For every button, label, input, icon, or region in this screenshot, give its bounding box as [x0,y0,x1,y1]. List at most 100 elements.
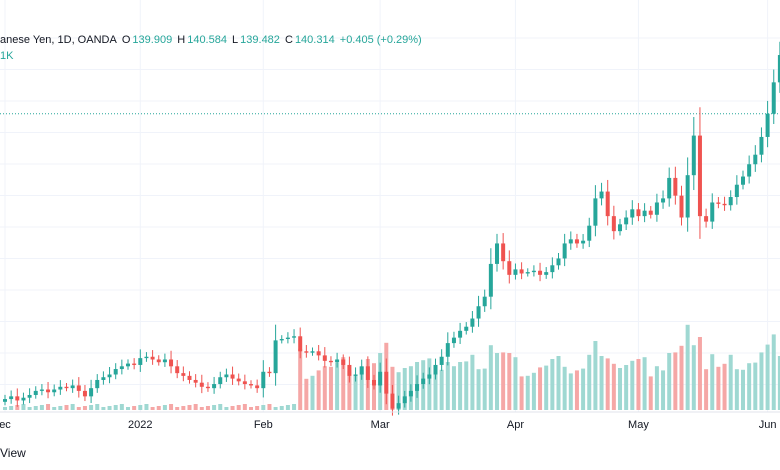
volume-bar [531,372,536,410]
volume-bar [630,360,635,410]
volume-bar [710,354,715,410]
volume-bar [445,362,450,410]
candle-body [175,366,180,374]
candle-body [169,359,174,367]
volume-bar [267,404,272,410]
volume-bar [138,405,143,410]
volume-bar [636,359,641,410]
volume-bar [150,407,155,410]
volume-bar [310,375,315,410]
candle-body [138,358,143,365]
open-label: O [121,34,131,46]
candle-body [218,377,223,385]
candle-body [365,366,370,380]
volume-bar [292,404,297,410]
volume-bar [458,362,463,410]
candle-body [581,240,586,244]
candle-body [396,403,401,409]
candle-body [451,337,456,344]
volume-bar [162,405,167,410]
volume-bar [132,406,137,410]
candle-body [722,203,727,206]
candle-body [759,136,764,155]
candle-body [372,379,376,386]
candle-body [353,374,358,376]
candle-body [285,337,290,340]
volume-bar [777,356,780,410]
candle-body [236,378,241,382]
candle-body [390,393,395,409]
volume-bar [224,407,229,410]
candle-body [445,343,450,357]
candle-body [242,381,247,385]
volume-bar [322,366,327,410]
candle-body [402,396,407,404]
candle-body [384,371,389,394]
candle-body [771,82,776,114]
candle-body [144,356,149,359]
volume-bar [261,405,266,410]
volume-bar [722,363,727,410]
volume-bar [58,406,63,410]
candle-body [322,355,327,361]
volume-bar [3,407,7,410]
candle-body [304,351,309,353]
candle-body [765,113,770,137]
candle-body [21,397,26,401]
candle-body [495,243,499,264]
low-label: L [232,34,239,46]
candle-body [113,369,118,375]
candle-body [181,373,186,376]
volume-bar [64,405,69,410]
volume-bar [95,404,100,410]
volume-bar [728,354,733,410]
candle-body [667,177,672,199]
volume-bar [538,367,543,410]
candle-body [538,270,543,275]
volume-bar [341,357,346,410]
candle-body [347,364,352,376]
candle-body [513,269,518,275]
x-tick-label: Apr [507,419,524,431]
volume-bar [581,368,586,410]
time-axis: ec 2022 Feb Mar Apr May Jun [0,419,776,431]
volume-bar [685,324,690,410]
volume-bar [119,404,124,410]
candle-body [46,389,51,393]
volume-bar [550,359,555,410]
volume-bar [599,356,604,410]
volume-bar [741,369,745,410]
view-label[interactable]: View [0,446,26,460]
candle-body [126,363,130,367]
volume-bar [193,404,198,410]
volume-bar [661,370,666,410]
candle-body [636,209,641,217]
volume-bar [396,372,401,410]
volume-bar [495,353,499,410]
volume-bar [353,375,358,410]
candle-body [70,385,75,389]
candle-body [292,336,297,338]
candle-body [464,326,469,331]
candle-body [408,390,413,397]
candle-body [3,399,7,402]
candle-body [728,197,733,206]
candle-body [433,364,438,375]
candle-body [630,209,635,218]
volume-bar [439,369,444,410]
volume-bar [39,405,44,410]
candle-body [747,164,752,177]
candle-body [654,202,659,215]
volume-bar [611,363,616,410]
x-tick-label: 2022 [128,419,152,431]
volume-value: 1K [0,50,14,62]
volume-bar [89,405,94,410]
candle-body [52,389,57,393]
candle-body [64,386,69,389]
candle-body [519,269,524,274]
volume-bar [402,368,407,410]
volume-bar [126,407,130,410]
candle-body [673,177,678,196]
